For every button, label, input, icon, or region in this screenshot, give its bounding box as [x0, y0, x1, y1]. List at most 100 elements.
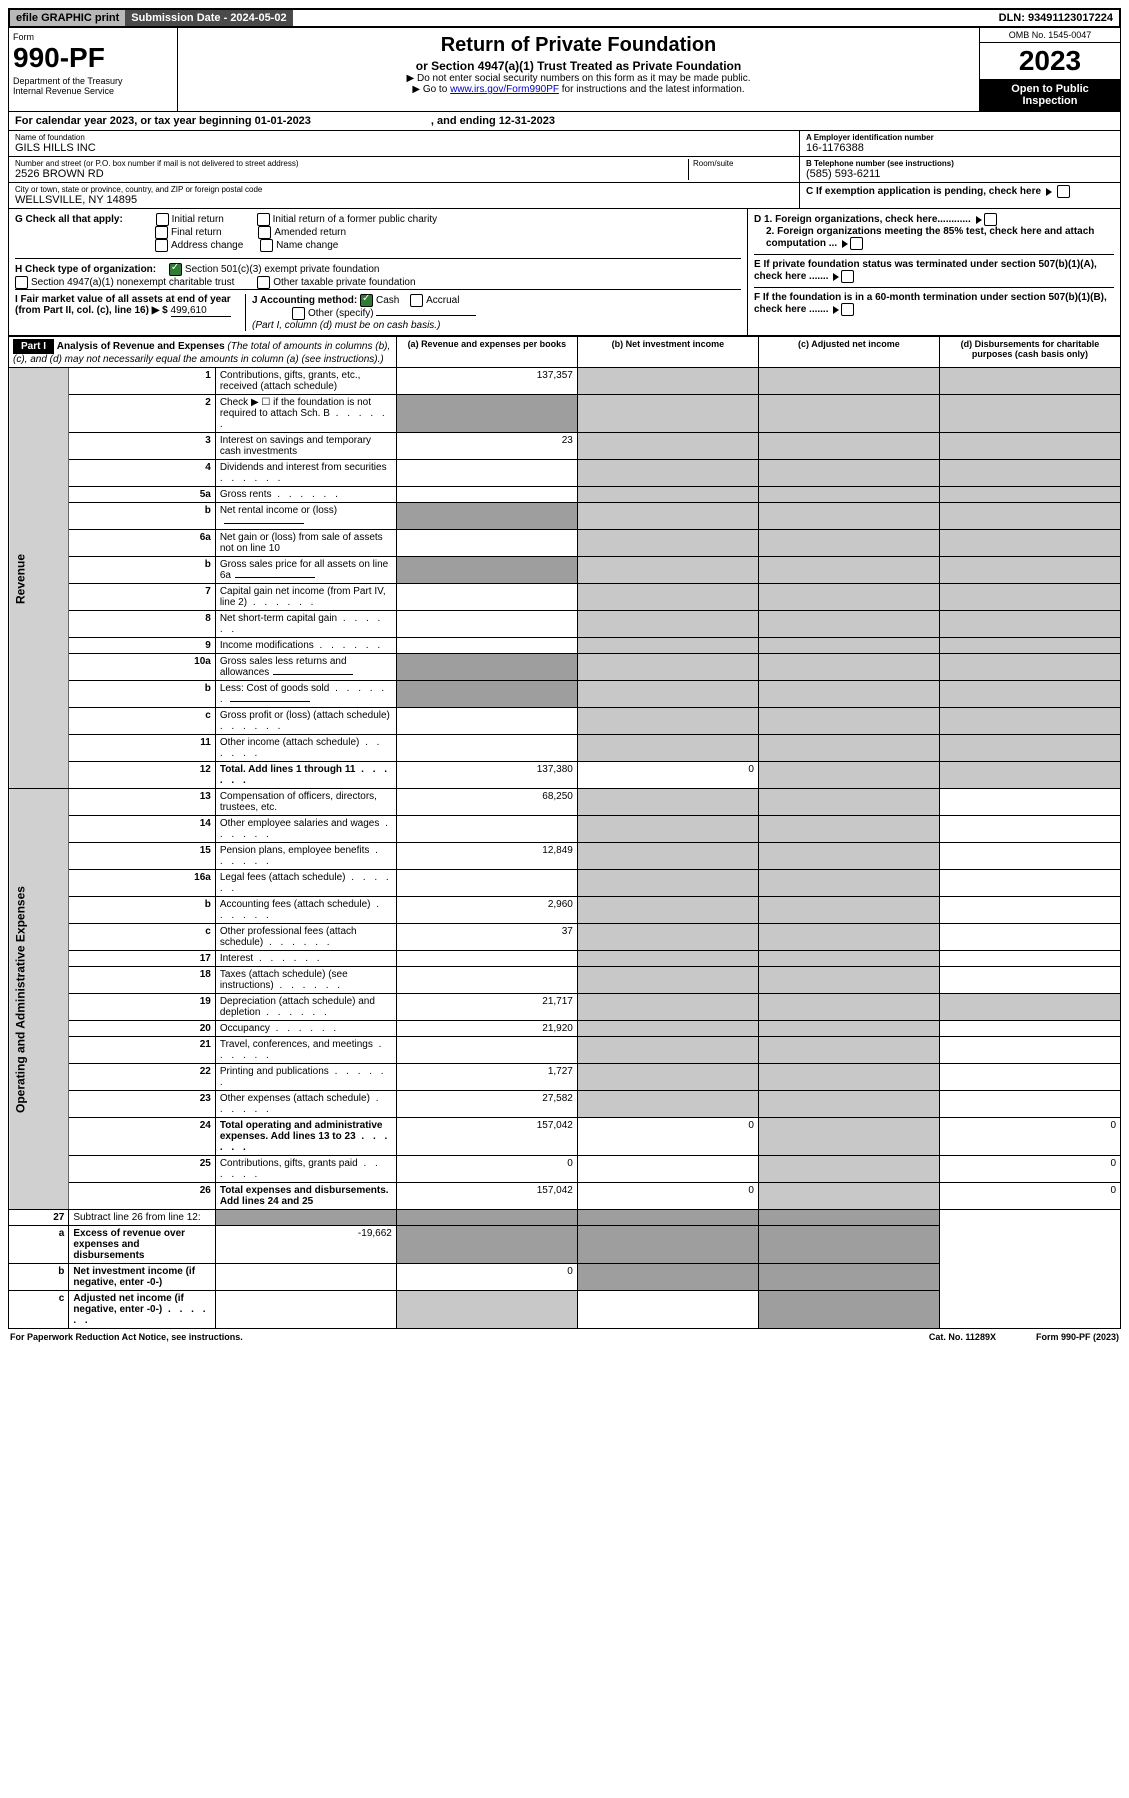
amount-cell: [939, 870, 1120, 897]
d2-cb[interactable]: [850, 237, 863, 250]
arrow-icon: [1046, 188, 1052, 196]
amount-cell: [396, 951, 577, 967]
amount-cell: [577, 994, 758, 1021]
amount-cell: [758, 503, 939, 530]
amount-cell: [396, 460, 577, 487]
amount-cell: [939, 735, 1120, 762]
part1-badge: Part I: [13, 339, 54, 354]
amount-cell: [939, 487, 1120, 503]
g-final-cb[interactable]: [155, 226, 168, 239]
amount-cell: [577, 681, 758, 708]
table-row: 25Contributions, gifts, grants paid . . …: [9, 1156, 1121, 1183]
line-num: b: [69, 897, 216, 924]
g-initpub-cb[interactable]: [257, 213, 270, 226]
line-num: 27: [9, 1210, 69, 1226]
table-row: 23Other expenses (attach schedule) . . .…: [9, 1091, 1121, 1118]
f-cb[interactable]: [841, 303, 854, 316]
amount-cell: 137,380: [396, 762, 577, 789]
amount-cell: [939, 433, 1120, 460]
line-num: 19: [69, 994, 216, 1021]
amount-cell: [939, 1064, 1120, 1091]
amount-cell: [396, 816, 577, 843]
amount-cell: [396, 654, 577, 681]
table-row: 10aGross sales less returns and allowanc…: [9, 654, 1121, 681]
amount-cell: [939, 681, 1120, 708]
amount-cell: [577, 843, 758, 870]
c-checkbox[interactable]: [1057, 185, 1070, 198]
amount-cell: [577, 1291, 758, 1329]
amount-cell: [577, 611, 758, 638]
amount-cell: [758, 460, 939, 487]
line-desc: Occupancy . . . . . .: [215, 1021, 396, 1037]
line-num: c: [69, 924, 216, 951]
amount-cell: [939, 708, 1120, 735]
g-initial-cb[interactable]: [156, 213, 169, 226]
table-row: 19Depreciation (attach schedule) and dep…: [9, 994, 1121, 1021]
j-oth-cb[interactable]: [292, 307, 305, 320]
g-amend-cb[interactable]: [258, 226, 271, 239]
line-desc: Income modifications . . . . . .: [215, 638, 396, 654]
dln: DLN: 93491123017224: [993, 10, 1119, 26]
h-4947-cb[interactable]: [15, 276, 28, 289]
j-cash-cb[interactable]: [360, 294, 373, 307]
f-lbl: F If the foundation is in a 60-month ter…: [754, 292, 1107, 315]
irs-link[interactable]: www.irs.gov/Form990PF: [450, 84, 559, 95]
line-desc: Contributions, gifts, grants paid . . . …: [215, 1156, 396, 1183]
amount-cell: [758, 994, 939, 1021]
line-num: 16a: [69, 870, 216, 897]
line-num: 20: [69, 1021, 216, 1037]
line-num: b: [69, 557, 216, 584]
form-title: Return of Private Foundation: [182, 34, 975, 57]
line-num: 8: [69, 611, 216, 638]
side-label: Revenue: [9, 368, 69, 789]
line-desc: Travel, conferences, and meetings . . . …: [215, 1037, 396, 1064]
table-row: 26Total expenses and disbursements. Add …: [9, 1183, 1121, 1210]
e-cb[interactable]: [841, 270, 854, 283]
amount-cell: [758, 638, 939, 654]
amount-cell: [939, 816, 1120, 843]
amount-cell: 0: [396, 1264, 577, 1291]
amount-cell: [758, 681, 939, 708]
form-label: Form: [13, 32, 173, 42]
line-desc: Less: Cost of goods sold . . . . . .: [215, 681, 396, 708]
table-row: bLess: Cost of goods sold . . . . . .: [9, 681, 1121, 708]
form-subtitle: or Section 4947(a)(1) Trust Treated as P…: [182, 59, 975, 73]
amount-cell: [577, 654, 758, 681]
j-acc-cb[interactable]: [410, 294, 423, 307]
amount-cell: [939, 460, 1120, 487]
amount-cell: [577, 433, 758, 460]
line-desc: Contributions, gifts, grants, etc., rece…: [215, 368, 396, 395]
d1-cb[interactable]: [984, 213, 997, 226]
note-link: ▶ Go to www.irs.gov/Form990PF for instru…: [182, 84, 975, 95]
h-501c3-cb[interactable]: [169, 263, 182, 276]
amount-cell: 21,920: [396, 1021, 577, 1037]
line-num: 10a: [69, 654, 216, 681]
line-num: 11: [69, 735, 216, 762]
col-d: (d) Disbursements for charitable purpose…: [939, 337, 1120, 368]
g-addr-cb[interactable]: [155, 239, 168, 252]
line-desc: Excess of revenue over expenses and disb…: [69, 1226, 216, 1264]
arrow-icon: [842, 240, 848, 248]
arrow-icon: [833, 306, 839, 314]
table-row: 2Check ▶ ☐ if the foundation is not requ…: [9, 395, 1121, 433]
dept: Department of the TreasuryInternal Reven…: [13, 76, 173, 96]
h-other-cb[interactable]: [257, 276, 270, 289]
amount-cell: 0: [939, 1183, 1120, 1210]
amount-cell: [577, 487, 758, 503]
table-row: 17Interest . . . . . .: [9, 951, 1121, 967]
table-row: 11Other income (attach schedule) . . . .…: [9, 735, 1121, 762]
efile-btn[interactable]: efile GRAPHIC print: [10, 10, 125, 26]
g-name-cb[interactable]: [260, 239, 273, 252]
line-desc: Other expenses (attach schedule) . . . .…: [215, 1091, 396, 1118]
part1-table: Part I Analysis of Revenue and Expenses …: [8, 336, 1121, 1329]
amount-cell: 1,727: [396, 1064, 577, 1091]
amount-cell: [758, 735, 939, 762]
amount-cell: [758, 1021, 939, 1037]
line-num: a: [9, 1226, 69, 1264]
amount-cell: [577, 1264, 758, 1291]
omb: OMB No. 1545-0047: [980, 28, 1120, 43]
amount-cell: [939, 557, 1120, 584]
line-desc: Legal fees (attach schedule) . . . . . .: [215, 870, 396, 897]
address: 2526 BROWN RD: [15, 168, 688, 180]
table-row: cOther professional fees (attach schedul…: [9, 924, 1121, 951]
